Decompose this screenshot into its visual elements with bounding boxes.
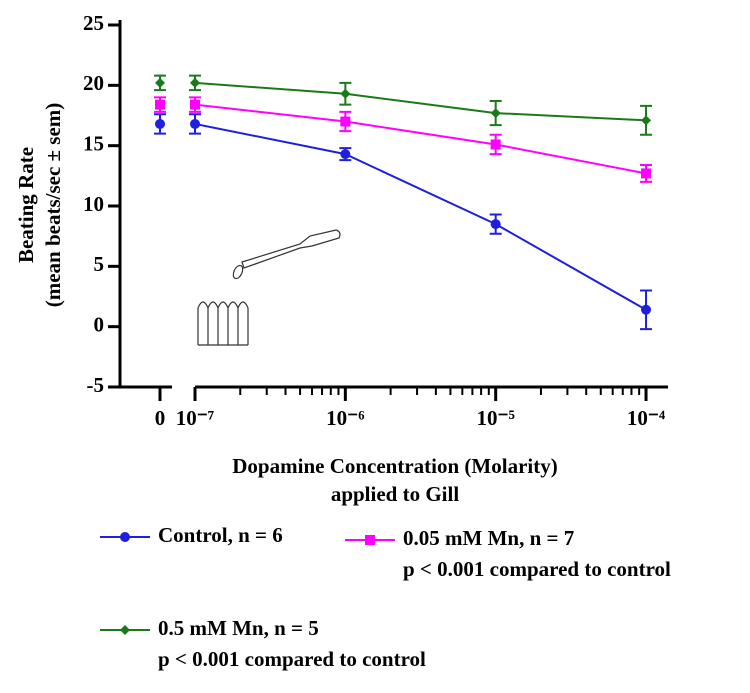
point bbox=[155, 99, 165, 110]
point bbox=[120, 625, 130, 635]
y-tick-label: 20 bbox=[83, 71, 104, 95]
legend-note: p < 0.001 compared to control bbox=[158, 647, 426, 671]
legend-label: Control, n = 6 bbox=[158, 523, 283, 547]
x-tick-label: 0 bbox=[155, 406, 166, 430]
point bbox=[190, 99, 200, 110]
series-line bbox=[194, 81, 647, 122]
legend-label: 0.05 mM Mn, n = 7 bbox=[403, 526, 574, 550]
point bbox=[190, 118, 200, 129]
x-axis-title: Dopamine Concentration (Molarity) bbox=[232, 454, 557, 478]
legend-label: 0.5 mM Mn, n = 5 bbox=[158, 616, 319, 640]
point bbox=[340, 88, 351, 99]
y-tick-label: 0 bbox=[94, 312, 105, 336]
x-tick-label: 10⁻⁵ bbox=[476, 406, 514, 430]
point bbox=[641, 304, 652, 315]
point bbox=[340, 116, 351, 127]
y-tick-label: -5 bbox=[87, 373, 105, 397]
point bbox=[190, 77, 200, 88]
drop bbox=[232, 264, 244, 280]
y-tick-label: 5 bbox=[94, 252, 105, 276]
x-axis-title: applied to Gill bbox=[331, 482, 460, 506]
point bbox=[490, 219, 501, 230]
series-line bbox=[194, 103, 647, 175]
point bbox=[490, 108, 501, 119]
point bbox=[120, 532, 130, 542]
pipette bbox=[241, 229, 341, 269]
y-tick-label: 15 bbox=[83, 131, 104, 155]
axes bbox=[118, 20, 668, 389]
point bbox=[365, 535, 375, 545]
y-tick-label: 10 bbox=[83, 192, 104, 216]
point bbox=[340, 149, 351, 160]
y-axis-title: (mean beats/sec ± sem) bbox=[41, 103, 65, 308]
point bbox=[155, 118, 165, 129]
pipette-illustration bbox=[197, 229, 341, 346]
tubes bbox=[197, 301, 249, 346]
x-tick-label: 10⁻⁴ bbox=[627, 406, 666, 430]
point bbox=[490, 139, 501, 150]
x-tick-label: 10⁻⁷ bbox=[176, 406, 214, 430]
series-line bbox=[194, 122, 647, 311]
x-tick-label: 10⁻⁶ bbox=[326, 406, 364, 430]
point bbox=[641, 115, 652, 126]
y-axis-title: Beating Rate bbox=[14, 147, 38, 263]
point bbox=[155, 77, 165, 88]
legend-note: p < 0.001 compared to control bbox=[403, 557, 671, 581]
y-tick-label: 25 bbox=[83, 11, 104, 35]
point bbox=[641, 168, 652, 179]
